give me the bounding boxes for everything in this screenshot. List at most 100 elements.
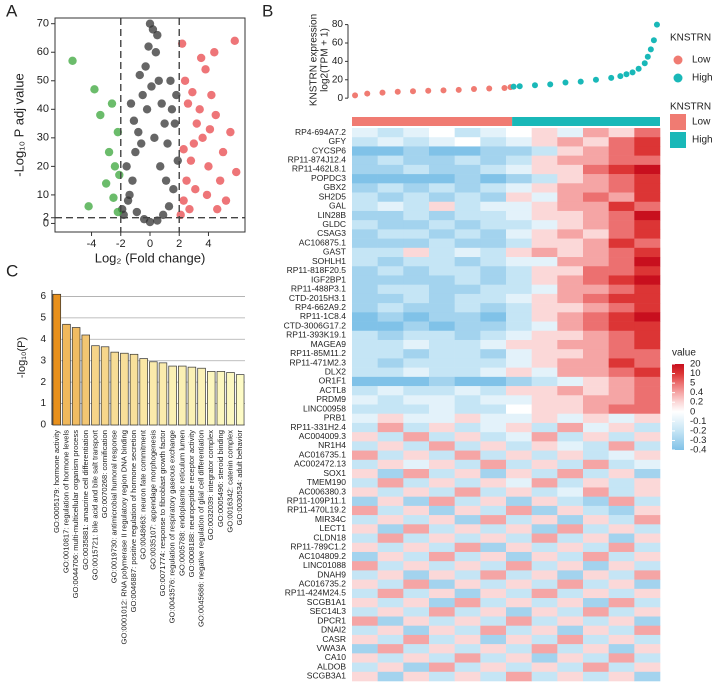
heatmap-cell: [583, 478, 609, 488]
heatmap-cell: [608, 201, 635, 212]
point: [138, 90, 147, 100]
heatmap-cell: [583, 515, 609, 525]
heatmap-cell: [583, 229, 609, 239]
heatmap-cell: [429, 524, 455, 534]
heatmap-cell: [403, 275, 430, 285]
heatmap-cell: [377, 358, 404, 368]
heatmap-cell: [454, 247, 481, 258]
heatmap-cell: [506, 570, 532, 580]
heatmap-cell: [454, 321, 481, 332]
heatmap-cell: [531, 349, 558, 359]
heatmap-cell: [557, 339, 584, 350]
heatmap-cell: [352, 671, 378, 682]
heatmap-cell: [403, 515, 430, 525]
heatmap-cell: [583, 266, 609, 276]
heatmap-cell: [583, 607, 609, 617]
heatmap-cell: [583, 404, 609, 415]
heatmap-cell: [506, 376, 532, 387]
heatmap-cell: [557, 515, 584, 525]
heatmap-cell: [583, 376, 609, 387]
row-label: NR1H4: [318, 440, 346, 450]
heatmap-cell: [608, 570, 635, 580]
heatmap-cell: [506, 542, 532, 553]
heatmap-cell: [377, 607, 404, 617]
heatmap-cell: [480, 432, 507, 442]
heatmap-cell: [352, 201, 378, 212]
heatmap-cell: [557, 607, 584, 617]
heatmap-cell: [454, 570, 481, 580]
point: [226, 127, 235, 137]
heatmap-cell: [608, 625, 635, 636]
heatmap-cell: [531, 496, 558, 507]
y-tick-label: 0: [40, 420, 46, 431]
heatmap-cell: [557, 598, 584, 608]
heatmap-cell: [531, 229, 558, 239]
heatmap-cell: [634, 487, 661, 497]
heatmap-cell: [403, 192, 430, 203]
heatmap-cell: [506, 128, 532, 138]
heatmap-cell: [480, 598, 507, 608]
heatmap-cell: [583, 551, 609, 562]
heatmap-cell: [480, 671, 507, 682]
heatmap-cell: [583, 450, 609, 461]
heatmap-cell: [634, 404, 661, 415]
heatmap-cell: [377, 441, 404, 451]
heatmap-cell: [531, 367, 558, 378]
heatmap-cell: [403, 542, 430, 553]
point: [562, 79, 569, 86]
point: [205, 125, 215, 134]
row-label: LECT1: [320, 523, 347, 533]
row-label: RP11-331H2.4: [290, 422, 346, 432]
heatmap-cell: [557, 155, 584, 166]
y-tick-label: 60: [37, 46, 49, 58]
heatmap-cell: [634, 128, 661, 138]
heatmap-cell: [429, 579, 455, 590]
row-label: RP11-874J12.4: [288, 155, 347, 165]
heatmap-cell: [403, 404, 430, 415]
heatmap-cell: [377, 339, 404, 350]
x-tick-label: 0: [147, 238, 153, 250]
heatmap-cell: [429, 616, 455, 626]
heatmap-cell: [531, 312, 558, 322]
heatmap-cell: [608, 644, 635, 654]
heatmap-cell: [403, 229, 430, 239]
heatmap-cell: [608, 312, 635, 322]
heatmap-cell: [608, 598, 635, 608]
heatmap-cell: [429, 183, 455, 193]
heatmap-cell: [557, 625, 584, 636]
heatmap-cell: [480, 634, 507, 645]
bar: [226, 372, 235, 426]
x-tick-label: GO:0032039: integrator complex: [206, 430, 215, 540]
heatmap-cell: [454, 662, 481, 673]
point: [96, 110, 105, 120]
point: [221, 196, 231, 205]
heatmap-cell: [429, 422, 455, 433]
heatmap-cell: [608, 128, 635, 138]
heatmap-cell: [480, 192, 507, 203]
heatmap-cell: [608, 257, 635, 267]
point: [230, 36, 239, 46]
heatmap-cell: [454, 349, 481, 359]
heatmap-cell: [352, 515, 378, 525]
heatmap-cell: [352, 358, 378, 368]
heatmap-cell: [403, 551, 430, 562]
heatmap-cell: [608, 330, 635, 341]
heatmap-cell: [583, 201, 609, 212]
y-tick-label: 30: [37, 132, 49, 144]
heatmap-cell: [377, 542, 404, 553]
x-tick-label: GO:0030534: adult behavior: [235, 430, 244, 526]
heatmap-cell: [403, 284, 430, 295]
heatmap-cell: [531, 413, 558, 424]
point: [195, 105, 204, 114]
heatmap-cell: [583, 210, 609, 221]
heatmap-cell: [608, 247, 635, 258]
heatmap-cell: [377, 201, 404, 212]
heatmap-cell: [557, 404, 584, 415]
heatmap-cell: [377, 330, 404, 341]
heatmap-cell: [506, 561, 532, 571]
bar: [139, 358, 148, 426]
heatmap-cell: [531, 561, 558, 571]
heatmap-cell: [403, 478, 430, 488]
point: [160, 119, 169, 128]
x-tick-label: -2: [116, 238, 126, 250]
